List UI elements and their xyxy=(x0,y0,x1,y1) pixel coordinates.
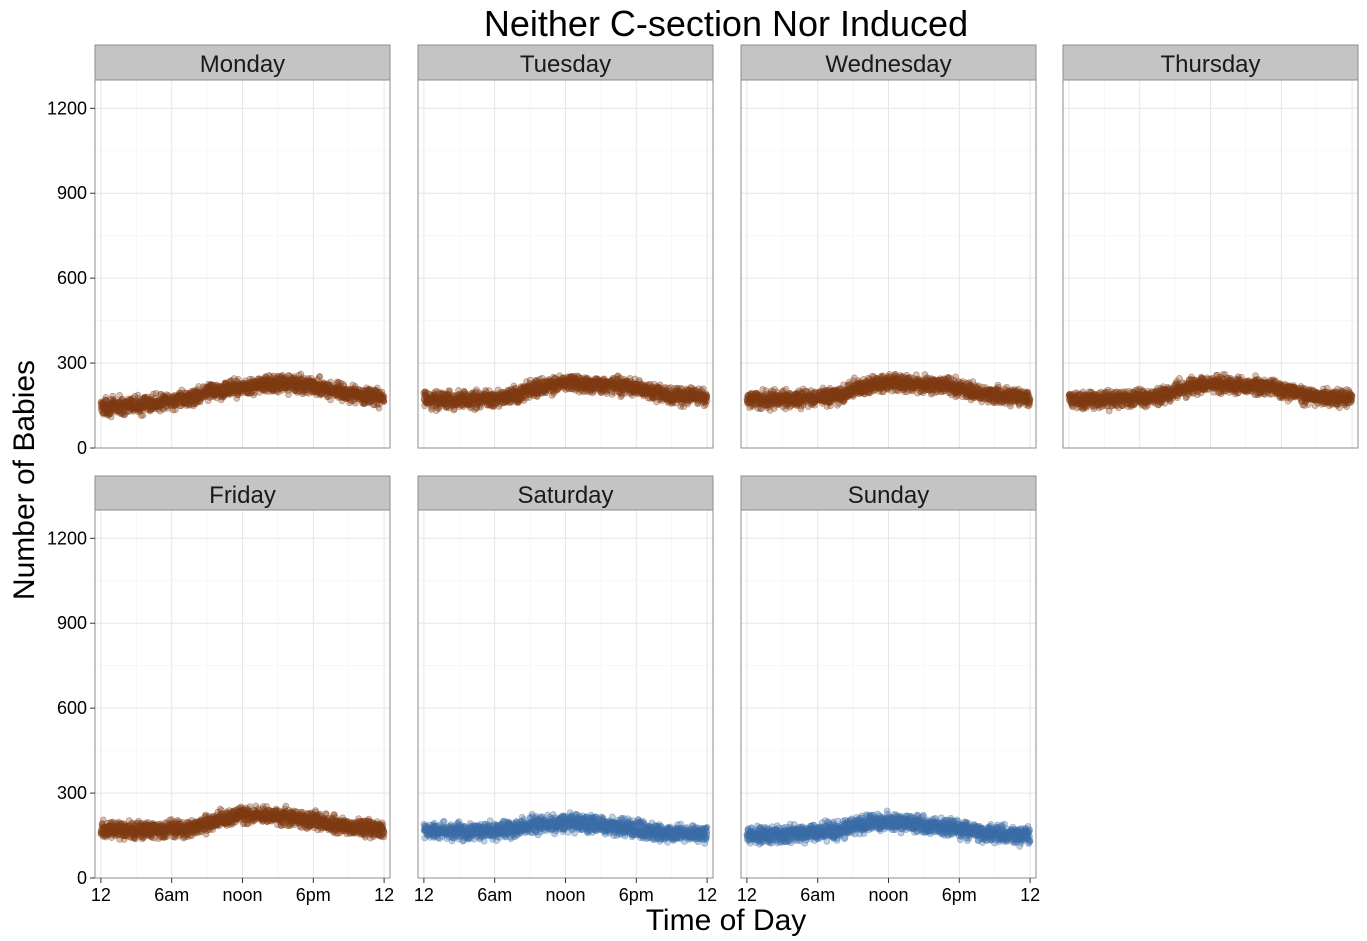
facet-panel-wednesday: Wednesday xyxy=(740,44,1037,449)
y-tick-label: 1200 xyxy=(47,98,87,118)
data-points xyxy=(97,370,388,421)
data-point xyxy=(380,393,388,401)
y-tick-label: 0 xyxy=(77,438,87,458)
facet-panel-tuesday: Tuesday xyxy=(417,44,714,449)
facet-strip-label: Thursday xyxy=(1160,51,1260,78)
facet-panel-thursday: Thursday xyxy=(1062,44,1359,449)
panels-layer: Monday 0 300 600 900 1200 Tuesday Wednesday Thur… xyxy=(47,44,1359,905)
data-point xyxy=(703,397,711,405)
data-point xyxy=(172,406,179,414)
facet-panel-monday: Monday 0 300 600 900 1200 xyxy=(47,44,391,458)
data-point xyxy=(316,373,323,380)
facet-strip xyxy=(94,44,391,81)
data-point xyxy=(139,412,147,419)
data-point xyxy=(107,413,115,421)
chart-title: Neither C-section Nor Induced xyxy=(484,3,968,44)
data-point xyxy=(1026,395,1034,402)
y-tick-label: 900 xyxy=(57,183,87,203)
y-tick-label: 600 xyxy=(57,268,87,288)
data-point xyxy=(152,389,160,397)
facet-strip-label: Wednesday xyxy=(825,51,951,78)
facet-strip-label: Tuesday xyxy=(520,51,611,78)
facet-strip-label: Monday xyxy=(200,51,285,78)
data-point xyxy=(285,391,292,398)
y-tick-label: 300 xyxy=(57,353,87,373)
